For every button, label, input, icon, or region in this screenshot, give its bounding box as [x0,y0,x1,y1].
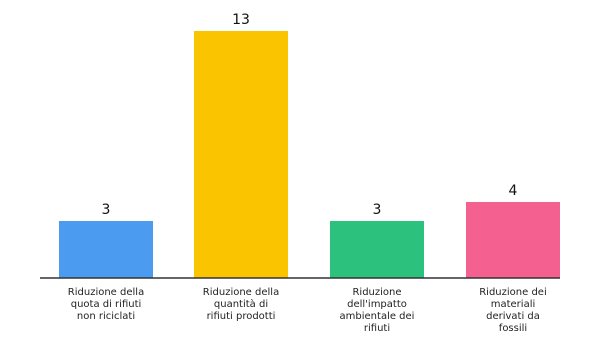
category-label-line: Riduzione [352,287,401,298]
bar-3 [330,221,424,278]
bar-1 [59,221,153,278]
category-label-line: rifiuti prodotti [207,311,276,322]
category-label-line: fossili [499,323,527,334]
bar-4 [466,202,560,278]
bars-layer [59,31,560,278]
category-label-1: Riduzione della quota di rifiuti non ricic… [68,287,144,322]
category-label-line: derivati da [486,311,540,322]
category-label-line: rifiuti [364,323,390,334]
value-label-2: 13 [232,12,250,28]
category-label-line: quantità di [214,298,268,310]
category-label-3: Riduzione dell'impatto ambientale dei rifiu… [340,287,415,334]
category-label-line: Riduzione della [68,287,144,298]
category-label-line: dell'impatto [347,299,407,310]
category-label-line: Riduzione della [203,287,279,298]
category-label-4: Riduzione dei materiali derivati da fossili [479,287,547,334]
category-label-line: non riciclati [77,311,135,322]
value-label-4: 4 [509,183,518,199]
category-label-line: Riduzione dei [479,287,547,298]
category-label-line: materiali [491,299,536,310]
value-label-1: 3 [102,202,111,218]
bar-2 [194,31,288,278]
category-label-2: Riduzione della quantità di rifiuti prodot… [203,287,279,322]
category-label-line: ambientale dei [340,311,415,322]
category-label-line: quota di rifiuti [71,299,142,310]
value-label-3: 3 [373,202,382,218]
